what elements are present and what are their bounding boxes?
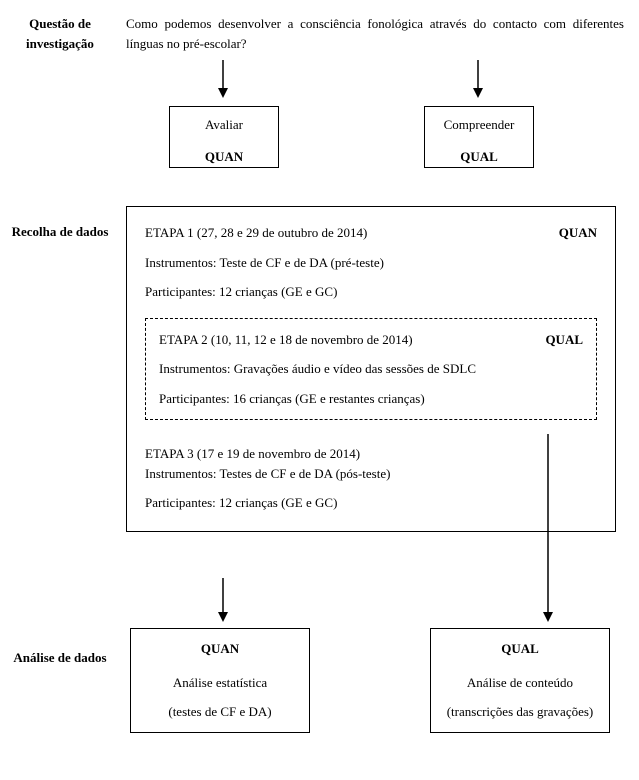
- etapa3-block: ETAPA 3 (17 e 19 de novembro de 2014) In…: [145, 444, 597, 513]
- analysis-quan-line2: (testes de CF e DA): [139, 702, 301, 722]
- etapa1-tag: QUAN: [559, 223, 597, 253]
- analysis-qual-tag: QUAL: [439, 639, 601, 659]
- label-data-collection: Recolha de dados: [10, 222, 110, 242]
- arrow-down-icon: [215, 576, 231, 622]
- research-question-text: Como podemos desenvolver a consciência f…: [126, 14, 624, 53]
- box-evaluate: Avaliar QUAN: [169, 106, 279, 168]
- analysis-qual-line1: Análise de conteúdo: [439, 673, 601, 693]
- analysis-quan-line1: Análise estatística: [139, 673, 301, 693]
- etapa2-dashed-box: ETAPA 2 (10, 11, 12 e 18 de novembro de …: [145, 318, 597, 421]
- etapa1-part: Participantes: 12 crianças (GE e GC): [145, 282, 597, 302]
- etapa3-part: Participantes: 12 crianças (GE e GC): [145, 493, 597, 513]
- box-understand-title: Compreender: [425, 115, 533, 135]
- analysis-quan-tag: QUAN: [139, 639, 301, 659]
- etapa2-part: Participantes: 16 crianças (GE e restant…: [159, 389, 583, 409]
- arrow-down-icon: [215, 58, 231, 98]
- etapa1-title: ETAPA 1 (27, 28 e 29 de outubro de 2014): [145, 223, 549, 243]
- analysis-quan-box: QUAN Análise estatística (testes de CF e…: [130, 628, 310, 733]
- arrow-down-long-icon: [540, 432, 556, 622]
- etapa2-title: ETAPA 2 (10, 11, 12 e 18 de novembro de …: [159, 330, 535, 350]
- box-understand-tag: QUAL: [425, 147, 533, 167]
- box-evaluate-title: Avaliar: [170, 115, 278, 135]
- analysis-qual-box: QUAL Análise de conteúdo (transcrições d…: [430, 628, 610, 733]
- etapa2-tag: QUAL: [545, 330, 583, 360]
- analysis-qual-line2: (transcrições das gravações): [439, 702, 601, 722]
- etapa1-block: ETAPA 1 (27, 28 e 29 de outubro de 2014)…: [145, 223, 597, 302]
- etapa3-title: ETAPA 3 (17 e 19 de novembro de 2014): [145, 444, 597, 464]
- etapa2-instr: Instrumentos: Gravações áudio e vídeo da…: [159, 359, 583, 379]
- etapa3-instr: Instrumentos: Testes de CF e de DA (pós-…: [145, 464, 597, 484]
- label-research-question: Questão de investigação: [10, 14, 110, 53]
- arrow-down-icon: [470, 58, 486, 98]
- diagram-root: Questão de investigação Como podemos des…: [0, 0, 639, 780]
- label-data-analysis: Análise de dados: [10, 648, 110, 668]
- box-understand: Compreender QUAL: [424, 106, 534, 168]
- etapa1-instr: Instrumentos: Teste de CF e de DA (pré-t…: [145, 253, 597, 273]
- box-evaluate-tag: QUAN: [170, 147, 278, 167]
